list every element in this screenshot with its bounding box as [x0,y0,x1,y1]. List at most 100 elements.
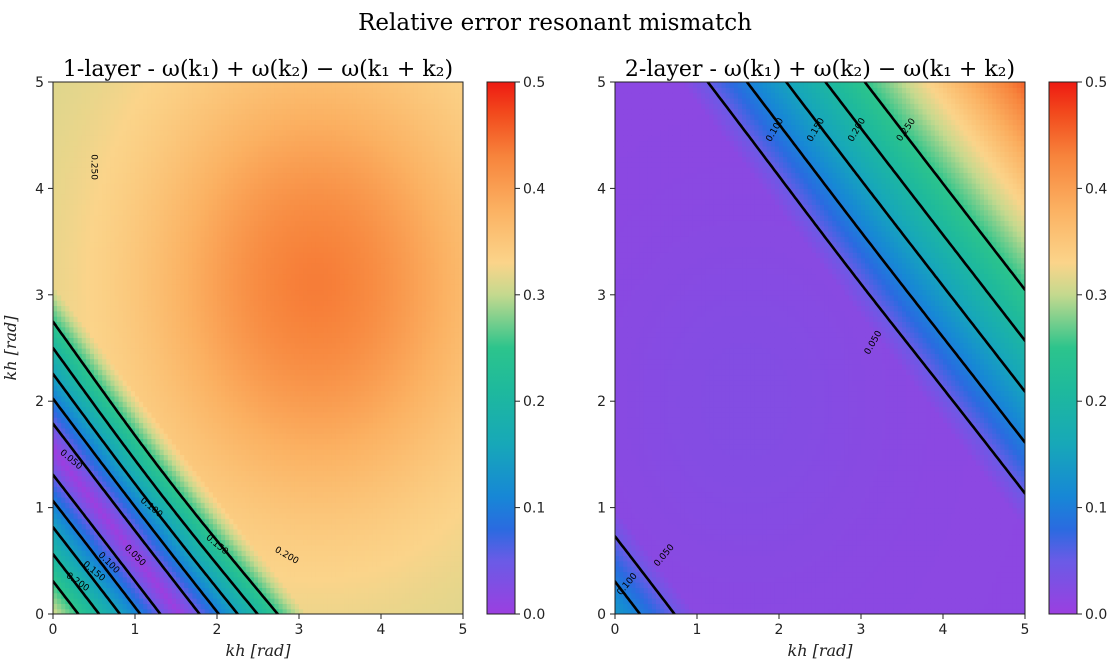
heat-cell [249,124,255,131]
heat-cell [118,523,124,530]
heat-cell [171,252,177,259]
heat-cell [143,395,148,402]
heat-cell [241,82,247,88]
heat-cell [114,523,120,530]
heat-cell [200,316,206,322]
heat-cell [159,395,165,402]
heat-cell [249,353,255,360]
heat-cell [225,268,230,275]
heat-cell [155,390,161,397]
heat-cell [208,252,214,259]
heat-cell [85,321,91,328]
heat-cell [143,534,148,541]
heat-cell [245,518,251,525]
heat-cell [217,507,222,514]
heat-cell [69,326,75,333]
heat-cell [192,417,198,424]
heat-cell [126,507,132,514]
heat-cell [163,124,169,131]
heat-cell [167,97,173,104]
heat-cell [180,257,185,264]
heat-cell [85,156,91,163]
heat-cell [73,172,79,179]
heat-cell [176,252,181,259]
heat-cell [151,496,157,503]
heat-cell [180,555,185,562]
heat-cell [69,481,75,487]
heat-cell [167,459,173,466]
heat-cell [85,326,91,333]
heat-cell [196,496,202,503]
heat-cell [237,587,243,594]
heat-cell [159,512,165,519]
heat-cell [57,390,62,397]
heat-cell [94,326,99,333]
heat-cell [130,145,136,152]
heat-cell [118,97,124,104]
heat-cell [126,199,132,205]
heat-cell [171,113,177,120]
heat-cell [212,268,218,275]
heat-cell [139,316,144,322]
heat-cell [237,427,243,434]
heat-cell [184,204,189,211]
heat-cell [106,215,111,221]
heat-cell [245,544,251,551]
heat-cell [114,417,120,424]
heat-cell [61,140,66,147]
heat-cell [155,135,161,142]
heat-cell [139,507,144,514]
heat-cell [143,401,148,408]
heat-cell [147,539,152,546]
heat-cell [208,204,214,211]
heat-cell [192,502,198,509]
heat-cell [155,427,161,434]
heat-cell [184,220,189,227]
heat-cell [57,470,62,477]
heat-cell [151,273,157,280]
heat-cell [61,326,66,333]
heat-cell [217,353,222,360]
heat-cell [221,92,226,99]
heat-cell [192,230,198,237]
heat-cell [102,87,107,94]
heat-cell [225,470,230,477]
heat-cell [204,512,210,519]
heat-cell [135,406,140,413]
heat-cell [143,427,148,434]
heat-cell [143,236,148,243]
heat-cell [77,236,83,243]
heat-cell [89,326,95,333]
heat-cell [192,401,198,408]
heat-cell [253,459,259,466]
heat-cell [126,167,132,174]
heat-cell [249,587,255,594]
heat-cell [85,209,91,216]
heat-cell [249,246,255,253]
heat-cell [69,262,75,269]
heat-cell [200,491,206,498]
heat-cell [241,534,247,541]
heat-cell [94,534,99,541]
heat-cell [192,422,198,429]
heat-cell [212,300,218,307]
heat-cell [61,161,66,168]
heat-cell [208,215,214,221]
heat-cell [196,395,202,402]
heat-cell [200,598,206,604]
heat-cell [77,188,83,195]
heat-cell [188,193,193,200]
heat-cell [233,438,239,445]
heat-cell [98,475,103,482]
heat-cell [249,284,255,291]
heat-cell [192,411,198,418]
heat-cell [110,273,116,280]
heat-cell [65,300,70,307]
heat-cell [143,209,148,216]
heat-cell [176,183,181,189]
heat-cell [249,438,255,445]
heat-cell [81,582,87,588]
heat-cell [155,236,161,243]
heat-cell [225,310,230,317]
heat-cell [245,353,251,360]
